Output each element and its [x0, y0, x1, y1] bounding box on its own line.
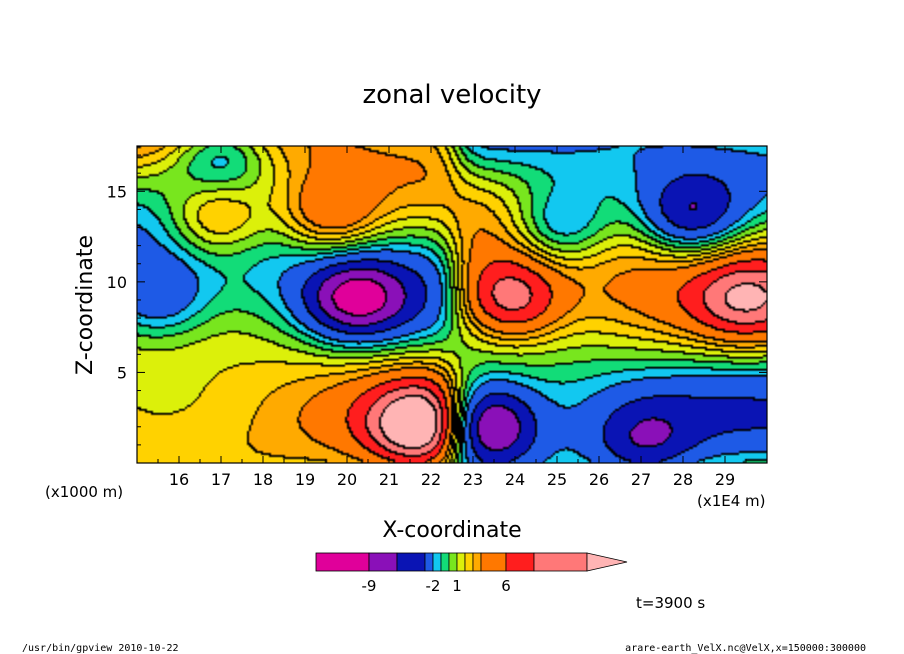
x-tick-label: 29 [715, 470, 735, 489]
colorbar: -9 -2 1 6 [315, 552, 628, 595]
colorbar-bin [480, 552, 507, 572]
x-tick-label: 16 [169, 470, 189, 489]
footer-left: /usr/bin/gpview 2010-10-22 [22, 643, 179, 654]
chart-title: zonal velocity [362, 80, 541, 110]
footer-right: arare-earth_VelX.nc@VelX,x=150000:300000 [625, 643, 866, 654]
colorbar-bin [368, 552, 398, 572]
colorbar-bin [533, 552, 588, 572]
colorbar-bin [456, 552, 466, 572]
y-axis-label: Z-coordinate [73, 235, 98, 375]
colorbar-tick-label: 6 [501, 577, 511, 595]
x-tick-label: 21 [379, 470, 399, 489]
colorbar-bin [424, 552, 434, 572]
colorbar-tick-label: -2 [426, 577, 441, 595]
x-axis: 16 17 18 19 20 21 22 23 24 25 26 27 28 29 [157, 146, 747, 489]
x-tick-label: 17 [211, 470, 231, 489]
plot-area [136, 145, 768, 464]
x-tick-label: 18 [253, 470, 273, 489]
y-tick-label: 15 [107, 182, 127, 201]
colorbar-extend-arrow [586, 552, 628, 572]
colorbar-bin [464, 552, 474, 572]
x-tick-label: 26 [589, 470, 609, 489]
colorbar-bin [440, 552, 450, 572]
x-tick-label: 23 [463, 470, 483, 489]
y-tick-label: 10 [107, 273, 127, 292]
contour-field [137, 146, 767, 463]
y-unit-label: (x1000 m) [45, 483, 123, 501]
x-tick-label: 22 [421, 470, 441, 489]
colorbar-bin [448, 552, 458, 572]
x-unit-label: (x1E4 m) [697, 492, 766, 510]
x-tick-label: 28 [673, 470, 693, 489]
time-label: t=3900 s [636, 594, 705, 612]
colorbar-bin [396, 552, 426, 572]
x-tick-label: 20 [337, 470, 357, 489]
y-axis: 5 10 15 [107, 154, 767, 446]
x-tick-label: 19 [295, 470, 315, 489]
colorbar-bin [432, 552, 442, 572]
x-tick-label: 25 [547, 470, 567, 489]
x-tick-label: 24 [505, 470, 525, 489]
x-axis-label: X-coordinate [382, 518, 521, 543]
colorbar-tick-label: -9 [362, 577, 377, 595]
colorbar-bin [315, 552, 370, 572]
y-tick-label: 5 [117, 363, 127, 382]
colorbar-tick-label: 1 [452, 577, 462, 595]
x-tick-label: 27 [631, 470, 651, 489]
colorbar-bin [505, 552, 535, 572]
colorbar-bin [472, 552, 482, 572]
